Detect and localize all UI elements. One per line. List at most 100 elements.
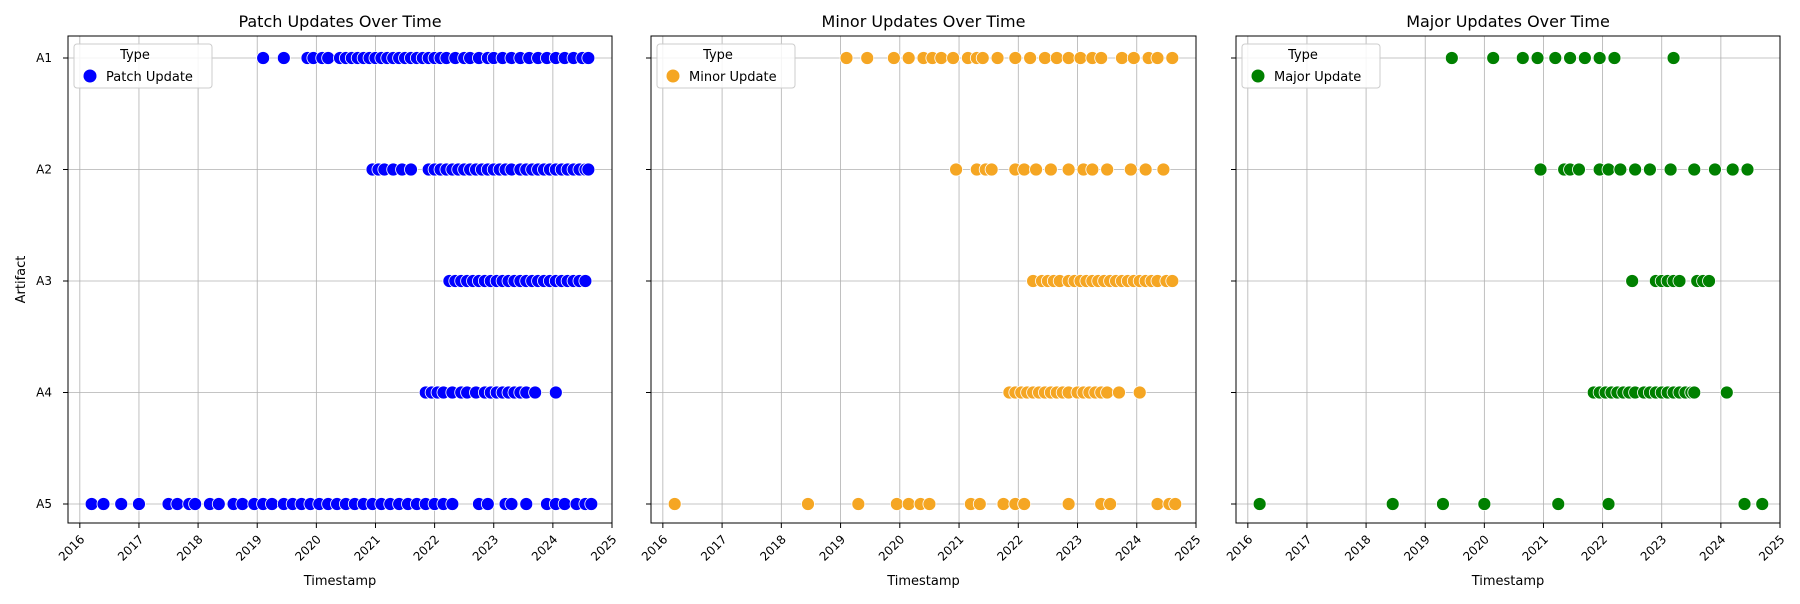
point-a1-23 — [1150, 51, 1165, 65]
x-tick-label: 2019 — [1401, 532, 1432, 563]
point-a1-6 — [934, 51, 949, 65]
point-a2-10 — [1687, 162, 1702, 177]
point-a4-17 — [548, 385, 563, 400]
y-tick-label: A4 — [36, 386, 52, 400]
x-tick-label: 2022 — [411, 532, 442, 563]
point-a1-41 — [581, 51, 596, 65]
chart-title: Minor Updates Over Time — [822, 12, 1026, 31]
point-a1-1 — [860, 51, 875, 65]
x-tick-label: 2017 — [115, 532, 146, 563]
point-a5-1 — [801, 497, 815, 511]
point-a5-7 — [1755, 497, 1770, 511]
legend-marker — [1251, 69, 1265, 83]
legend-title: Type — [119, 48, 150, 63]
point-a2-0 — [1533, 162, 1548, 177]
point-a2-14 — [1156, 162, 1171, 177]
point-a5-0 — [667, 497, 682, 511]
x-tick-label: 2021 — [352, 532, 383, 563]
point-a5-34 — [445, 497, 460, 511]
point-a5-11 — [235, 497, 250, 511]
x-tick-label: 2016 — [639, 532, 670, 563]
point-a2-11 — [1708, 162, 1722, 177]
x-tick-label: 2021 — [1520, 532, 1551, 563]
point-a4-17 — [1687, 385, 1702, 400]
point-a1-16 — [1061, 51, 1076, 65]
point-a1-15 — [1049, 51, 1064, 65]
x-tick-label: 2020 — [1460, 532, 1491, 563]
point-a4-18 — [1719, 385, 1734, 400]
point-a5-3 — [1477, 497, 1492, 511]
point-a5-17 — [1168, 497, 1183, 511]
point-a2-5 — [1601, 162, 1616, 177]
point-a1-3 — [1530, 51, 1545, 65]
point-a1-11 — [990, 51, 1005, 65]
point-a5-3 — [132, 497, 146, 511]
point-a1-9 — [1666, 51, 1681, 65]
x-tick-label: 2019 — [233, 532, 264, 563]
axes-frame — [1235, 35, 1781, 524]
point-a1-1 — [1486, 51, 1501, 65]
x-tick-label: 2023 — [1638, 532, 1669, 563]
x-tick-label: 2019 — [817, 532, 848, 563]
point-a4-16 — [1100, 385, 1115, 400]
point-a1-12 — [1008, 51, 1023, 65]
point-a5-2 — [851, 497, 866, 511]
x-tick-label: 2022 — [994, 532, 1025, 563]
legend: Type Major Update — [1241, 43, 1381, 89]
y-tick-label: A1 — [36, 51, 52, 65]
point-a4-16 — [528, 385, 543, 400]
point-a2-5 — [1017, 162, 1032, 177]
axes-frame — [67, 35, 613, 524]
point-a2-5 — [404, 162, 418, 177]
chart-title: Patch Updates Over Time — [238, 12, 441, 31]
x-tick-label: 2020 — [876, 532, 907, 563]
point-a5-6 — [1737, 497, 1752, 511]
x-tick-label: 2018 — [174, 532, 205, 563]
x-tick-label: 2016 — [56, 532, 87, 563]
point-a1-0 — [1444, 51, 1459, 65]
point-a2-12 — [1123, 162, 1138, 177]
y-tick-label: A2 — [36, 163, 52, 177]
point-a5-14 — [1103, 497, 1118, 511]
point-a3-5 — [1672, 274, 1687, 288]
point-a3-23 — [578, 274, 593, 288]
point-a1-2 — [886, 51, 901, 65]
x-tick-label: 2020 — [292, 532, 323, 563]
point-a2-3 — [1572, 162, 1586, 177]
x-axis-label: Timestamp — [886, 574, 960, 589]
x-tick-label: 2025 — [588, 532, 619, 563]
point-a1-7 — [1592, 51, 1607, 65]
point-a5-9 — [996, 497, 1011, 511]
point-a5-4 — [901, 497, 916, 511]
x-tick-label: 2025 — [1756, 532, 1787, 563]
point-a5-42 — [557, 497, 572, 511]
point-a1-4 — [1548, 51, 1563, 65]
point-a1-0 — [839, 51, 854, 65]
point-a5-38 — [504, 497, 519, 511]
x-tick-label: 2017 — [698, 532, 729, 563]
chart-title: Major Updates Over Time — [1406, 12, 1610, 31]
point-a5-1 — [96, 497, 111, 511]
point-a2-13 — [1138, 162, 1153, 177]
point-a1-19 — [1094, 51, 1109, 65]
point-a1-5 — [321, 51, 336, 65]
x-tick-label: 2017 — [1283, 532, 1314, 563]
point-a5-2 — [1436, 497, 1450, 511]
point-a5-0 — [1252, 497, 1267, 511]
point-a5-3 — [889, 497, 904, 511]
x-axis-label: Timestamp — [1471, 574, 1545, 589]
point-a2-6 — [1613, 162, 1628, 177]
legend: Type Patch Update — [73, 43, 213, 89]
legend-title: Type — [702, 48, 733, 63]
point-a2-13 — [1740, 162, 1755, 177]
legend-box — [656, 43, 796, 89]
point-a2-6 — [1029, 162, 1043, 177]
point-a3-8 — [1702, 274, 1716, 288]
point-a2-8 — [1643, 162, 1657, 177]
point-a5-8 — [972, 497, 987, 511]
subplot-3: 2016 2017 2018 2019 2020 2021 2022 2023 2024 2025… — [1224, 12, 1788, 589]
point-a5-2 — [114, 497, 129, 511]
x-tick-label: 2018 — [1342, 532, 1373, 563]
point-a2-12 — [1725, 162, 1740, 177]
